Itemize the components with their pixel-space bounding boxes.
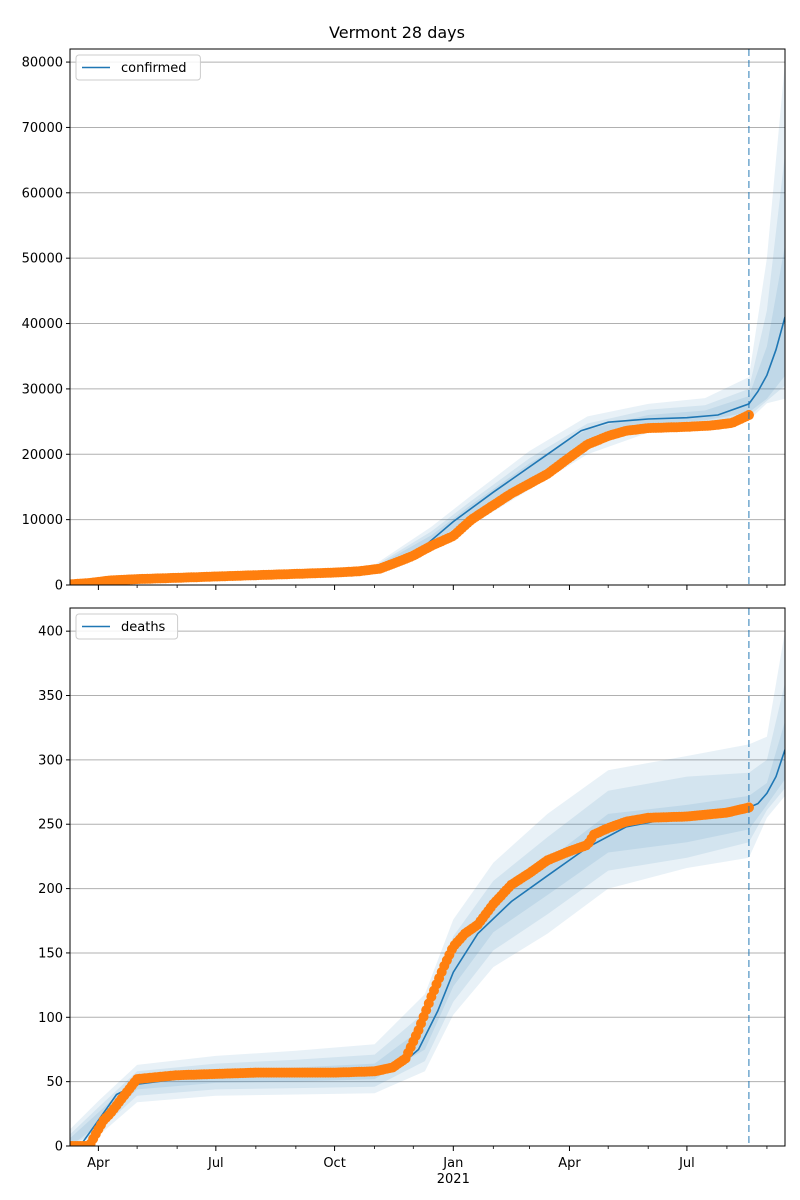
chart-title: Vermont 28 days <box>329 23 465 42</box>
deaths-panel: 0 50 100 150 200 250 300 350 400 deaths <box>38 607 786 1155</box>
observed-series <box>70 802 754 1146</box>
confirmed-panel: 0 10000 20000 30000 40000 50000 60000 70000 8000… <box>22 48 786 594</box>
plot-area <box>70 631 785 1146</box>
uncertainty-band-inner <box>374 245 785 571</box>
x-tick-label: Apr <box>87 1156 110 1171</box>
x-tick-year-label: 2021 <box>437 1172 470 1187</box>
y-tick-label: 50000 <box>22 252 63 267</box>
legend-label: deaths <box>121 620 166 635</box>
legend: confirmed <box>75 54 201 81</box>
y-tick-label: 200 <box>38 882 63 897</box>
y-tick-label: 100 <box>38 1011 63 1026</box>
y-tick-label: 80000 <box>22 56 63 71</box>
y-tick-label: 300 <box>38 753 63 768</box>
x-tick-label: Jul <box>207 1156 224 1171</box>
uncertainty-band-outer <box>374 62 785 573</box>
uncertainty-band-outer <box>70 631 785 1146</box>
uncertainty-band-middle <box>70 682 785 1146</box>
y-tick-label: 0 <box>55 1140 63 1155</box>
y-tick-label: 400 <box>38 625 63 640</box>
y-tick-label: 250 <box>38 818 63 833</box>
y-tick-label: 50 <box>46 1075 63 1090</box>
uncertainty-band-middle <box>374 153 785 572</box>
plot-area <box>70 62 785 585</box>
y-tick-label: 10000 <box>22 513 63 528</box>
axes-frame <box>69 607 786 1147</box>
y-tick-label: 70000 <box>22 121 63 136</box>
y-tick-label: 20000 <box>22 448 63 463</box>
x-tick-label: Jan <box>442 1156 463 1171</box>
y-tick-label: 60000 <box>22 186 63 201</box>
legend: deaths <box>75 613 179 640</box>
legend-box <box>75 54 201 81</box>
y-tick-label: 350 <box>38 689 63 704</box>
legend-label: confirmed <box>121 61 187 76</box>
x-tick-label: Oct <box>323 1156 345 1171</box>
x-tick-label: Jul <box>678 1156 695 1171</box>
y-tick-label: 150 <box>38 946 63 961</box>
y-tick-label: 0 <box>55 579 63 594</box>
legend-box <box>75 613 179 640</box>
observed-series <box>70 410 754 585</box>
y-tick-label: 30000 <box>22 382 63 397</box>
x-tick-label: Apr <box>558 1156 581 1171</box>
y-tick-label: 40000 <box>22 317 63 332</box>
axes-frame <box>69 48 786 586</box>
